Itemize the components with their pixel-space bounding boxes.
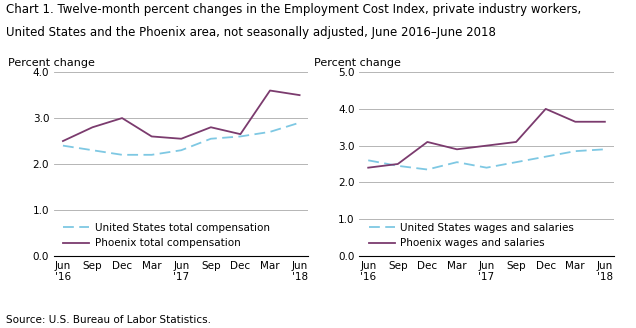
Legend: United States wages and salaries, Phoenix wages and salaries: United States wages and salaries, Phoeni… [364,219,578,253]
Text: Chart 1. Twelve-month percent changes in the Employment Cost Index, private indu: Chart 1. Twelve-month percent changes in… [6,3,581,16]
Text: Percent change: Percent change [314,58,401,69]
Legend: United States total compensation, Phoenix total compensation: United States total compensation, Phoeni… [59,219,274,253]
Text: Source: U.S. Bureau of Labor Statistics.: Source: U.S. Bureau of Labor Statistics. [6,315,211,325]
Text: United States and the Phoenix area, not seasonally adjusted, June 2016–June 2018: United States and the Phoenix area, not … [6,26,496,39]
Text: Percent change: Percent change [8,58,95,69]
